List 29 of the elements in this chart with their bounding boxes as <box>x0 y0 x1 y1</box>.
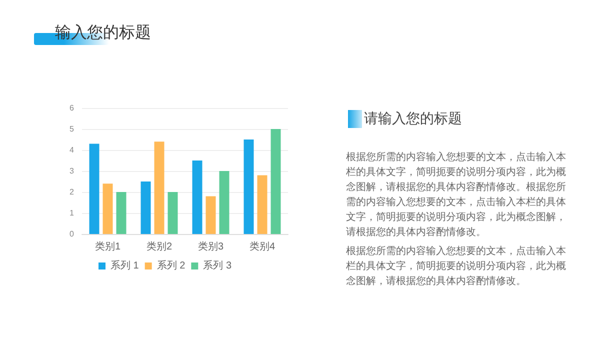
bar <box>116 192 126 234</box>
text: 根据您所需的内容输入您想要的文本，点击输入本栏的具体文字，简明扼要的说明分项内容，此为概念图解，请根据您的具体内容酌情修改。 <box>346 244 566 289</box>
bar <box>257 175 268 234</box>
y-tick-label: 0 <box>70 230 75 238</box>
y-tick-label: 6 <box>70 104 75 112</box>
x-tick-label: 类别1 <box>94 240 121 252</box>
bar <box>219 171 230 234</box>
bar <box>154 142 164 234</box>
bar <box>192 160 202 234</box>
legend-label: 系列 3 <box>203 260 232 272</box>
y-tick-label: 2 <box>70 188 75 196</box>
text: 请输入您的标题 <box>364 110 463 129</box>
y-tick-label: 1 <box>70 208 75 218</box>
x-tick-label: 类别3 <box>198 240 224 252</box>
bar <box>244 140 254 234</box>
bar <box>168 192 178 234</box>
y-tick-label: 3 <box>70 166 75 176</box>
legend-label: 系列 2 <box>156 260 186 272</box>
bar <box>140 182 151 234</box>
text: 根据您所需的内容输入您想要的文本，点击输入本栏的具体文字，简明扼要的说明分项内容，此为概念图解，请根据您的具体内容酌情修改。根据您所需的内容输入您想要的文本，点击输入本栏的具体文字，简明扼要的说明分项内容，此为概念图解，请根据您的具体内容酌情修改。 <box>346 150 566 240</box>
bar <box>206 196 216 234</box>
x-tick-label: 类别4 <box>249 240 276 252</box>
bar <box>89 144 100 234</box>
legend-label: 系列 1 <box>110 260 140 272</box>
bar <box>102 184 113 234</box>
bar <box>270 129 281 234</box>
y-tick-label: 4 <box>70 146 75 154</box>
y-tick-label: 5 <box>70 124 75 134</box>
x-tick-label: 类别2 <box>146 240 172 252</box>
